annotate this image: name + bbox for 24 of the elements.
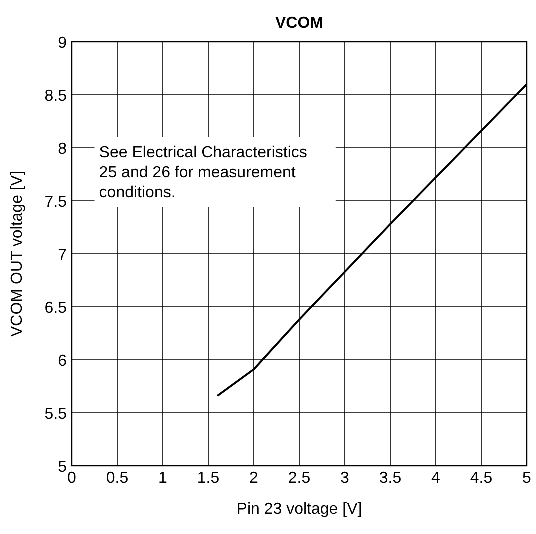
x-tick-label: 1 [158, 470, 168, 487]
x-tick-label: 4 [432, 470, 441, 487]
x-tick-label: 0 [68, 470, 77, 487]
y-tick-label: 6.5 [44, 300, 68, 317]
x-tick-label: 5 [522, 470, 532, 487]
y-tick-label: 7 [58, 247, 68, 264]
x-tick-label: 2.5 [288, 470, 311, 487]
x-tick-label: 0.5 [106, 470, 129, 487]
x-tick-label: 2 [250, 470, 259, 487]
y-tick-label: 8 [58, 141, 68, 158]
x-tick-label: 3 [340, 470, 350, 487]
y-tick-label: 6 [58, 353, 68, 370]
y-tick-label: 5.5 [44, 406, 68, 423]
y-tick-label: 8.5 [44, 88, 68, 105]
y-axis-title: VCOM OUT voltage [V] [9, 171, 26, 337]
y-tick-label: 7.5 [44, 194, 68, 211]
x-tick-label: 4.5 [470, 470, 493, 487]
y-tick-label: 5 [58, 459, 68, 476]
x-tick-label: 1.5 [197, 470, 220, 487]
y-tick-label: 9 [58, 35, 68, 52]
x-tick-label: 3.5 [379, 470, 402, 487]
x-axis-title: Pin 23 voltage [V] [236, 501, 362, 518]
chart-title: VCOM [276, 15, 324, 32]
annotation: See Electrical Characteristics 25 and 26 for measurement conditions. [99, 144, 308, 202]
